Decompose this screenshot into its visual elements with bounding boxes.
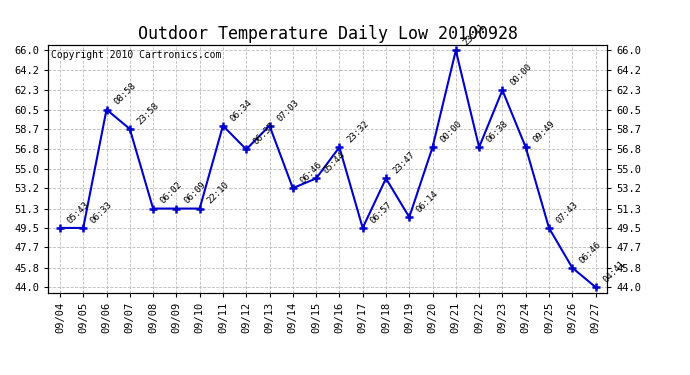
Text: 23:41: 23:41 [462, 22, 486, 48]
Text: 05:43: 05:43 [66, 200, 91, 225]
Text: 06:02: 06:02 [159, 180, 184, 206]
Text: 07:03: 07:03 [275, 98, 300, 123]
Text: 06:46: 06:46 [298, 160, 324, 185]
Text: 06:38: 06:38 [484, 119, 510, 144]
Text: 22:10: 22:10 [205, 180, 230, 206]
Text: 06:57: 06:57 [368, 200, 393, 225]
Text: 00:00: 00:00 [438, 119, 464, 144]
Text: 23:58: 23:58 [135, 101, 161, 126]
Text: 06:46: 06:46 [578, 240, 603, 265]
Text: 23:47: 23:47 [391, 150, 417, 176]
Text: 07:43: 07:43 [555, 200, 580, 225]
Text: 00:00: 00:00 [508, 62, 533, 87]
Text: 04:41: 04:41 [601, 259, 627, 284]
Text: 23:32: 23:32 [345, 119, 371, 144]
Text: 06:09: 06:09 [182, 180, 207, 206]
Text: 09:49: 09:49 [531, 119, 557, 144]
Text: Copyright 2010 Cartronics.com: Copyright 2010 Cartronics.com [51, 50, 221, 60]
Text: 06:37: 06:37 [252, 121, 277, 147]
Title: Outdoor Temperature Daily Low 20100928: Outdoor Temperature Daily Low 20100928 [138, 26, 518, 44]
Text: 06:33: 06:33 [89, 200, 114, 225]
Text: 05:44: 05:44 [322, 150, 347, 176]
Text: 08:58: 08:58 [112, 81, 137, 107]
Text: 06:34: 06:34 [228, 98, 254, 123]
Text: 06:14: 06:14 [415, 189, 440, 214]
